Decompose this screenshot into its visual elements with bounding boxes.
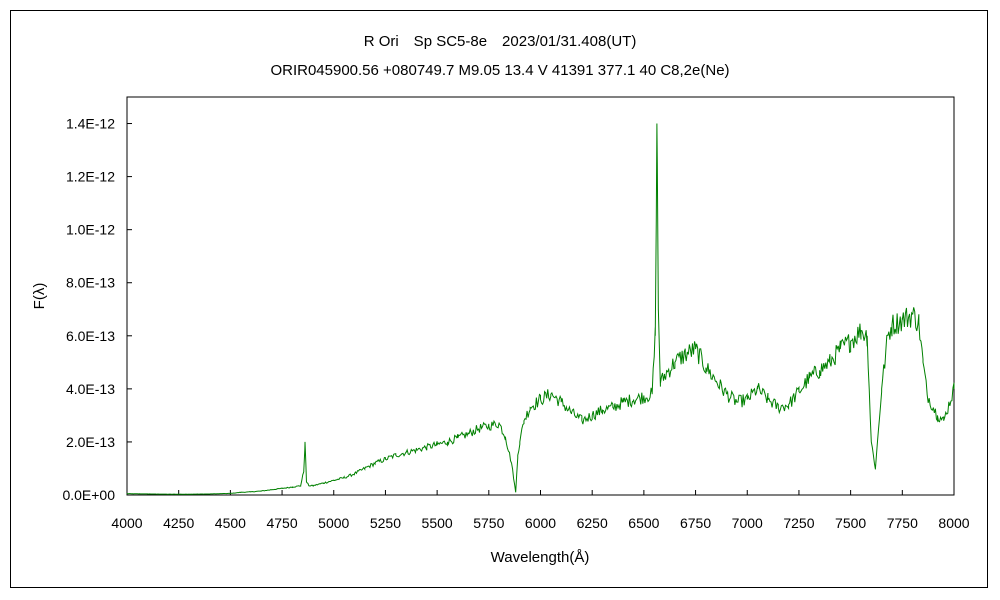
x-tick-label: 4000 <box>111 515 142 531</box>
x-tick-label: 5750 <box>473 515 504 531</box>
x-tick-label: 7500 <box>835 515 866 531</box>
x-tick-label: 8000 <box>938 515 969 531</box>
x-tick-label: 5000 <box>318 515 349 531</box>
y-tick-label: 1.4E-12 <box>66 116 115 132</box>
x-tick-label: 6250 <box>577 515 608 531</box>
y-tick-label: 2.0E-13 <box>66 434 115 450</box>
y-tick-label: 4.0E-13 <box>66 381 115 397</box>
y-axis-label: F(λ) <box>31 283 48 310</box>
x-tick-label: 4500 <box>215 515 246 531</box>
spectrum-line <box>126 123 955 495</box>
x-tick-label: 7750 <box>887 515 918 531</box>
plot-area <box>126 96 955 496</box>
y-tick-label: 1.0E-12 <box>66 222 115 238</box>
x-axis-ticks: 4000 4250 4500 4750 5000 5250 5500 5750 6000 6250… <box>111 490 970 531</box>
chart-subtitle: ORIR045900.56 +080749.7 M9.05 13.4 V 413… <box>270 62 730 79</box>
x-tick-label: 6500 <box>628 515 659 531</box>
x-tick-label: 5500 <box>422 515 453 531</box>
x-tick-label: 4250 <box>163 515 194 531</box>
y-axis-ticks: 0.0E+00 2.0E-13 4.0E-13 6.0E-13 8.0E-13 1.0E-… <box>62 116 132 503</box>
y-tick-label: 1.2E-12 <box>66 169 115 185</box>
x-tick-label: 6000 <box>525 515 556 531</box>
x-tick-label: 4750 <box>266 515 297 531</box>
chart-frame <box>10 10 988 588</box>
x-tick-label: 7000 <box>732 515 763 531</box>
x-tick-label: 5250 <box>370 515 401 531</box>
chart-title: R Ori Sp SC5-8e 2023/01/31.408(UT) <box>363 33 637 50</box>
x-tick-label: 6750 <box>680 515 711 531</box>
y-tick-label: 0.0E+00 <box>62 487 115 503</box>
x-axis-label: Wavelength(Å) <box>491 549 590 566</box>
x-tick-label: 7250 <box>783 515 814 531</box>
y-tick-label: 8.0E-13 <box>66 275 115 291</box>
y-tick-label: 6.0E-13 <box>66 328 115 344</box>
